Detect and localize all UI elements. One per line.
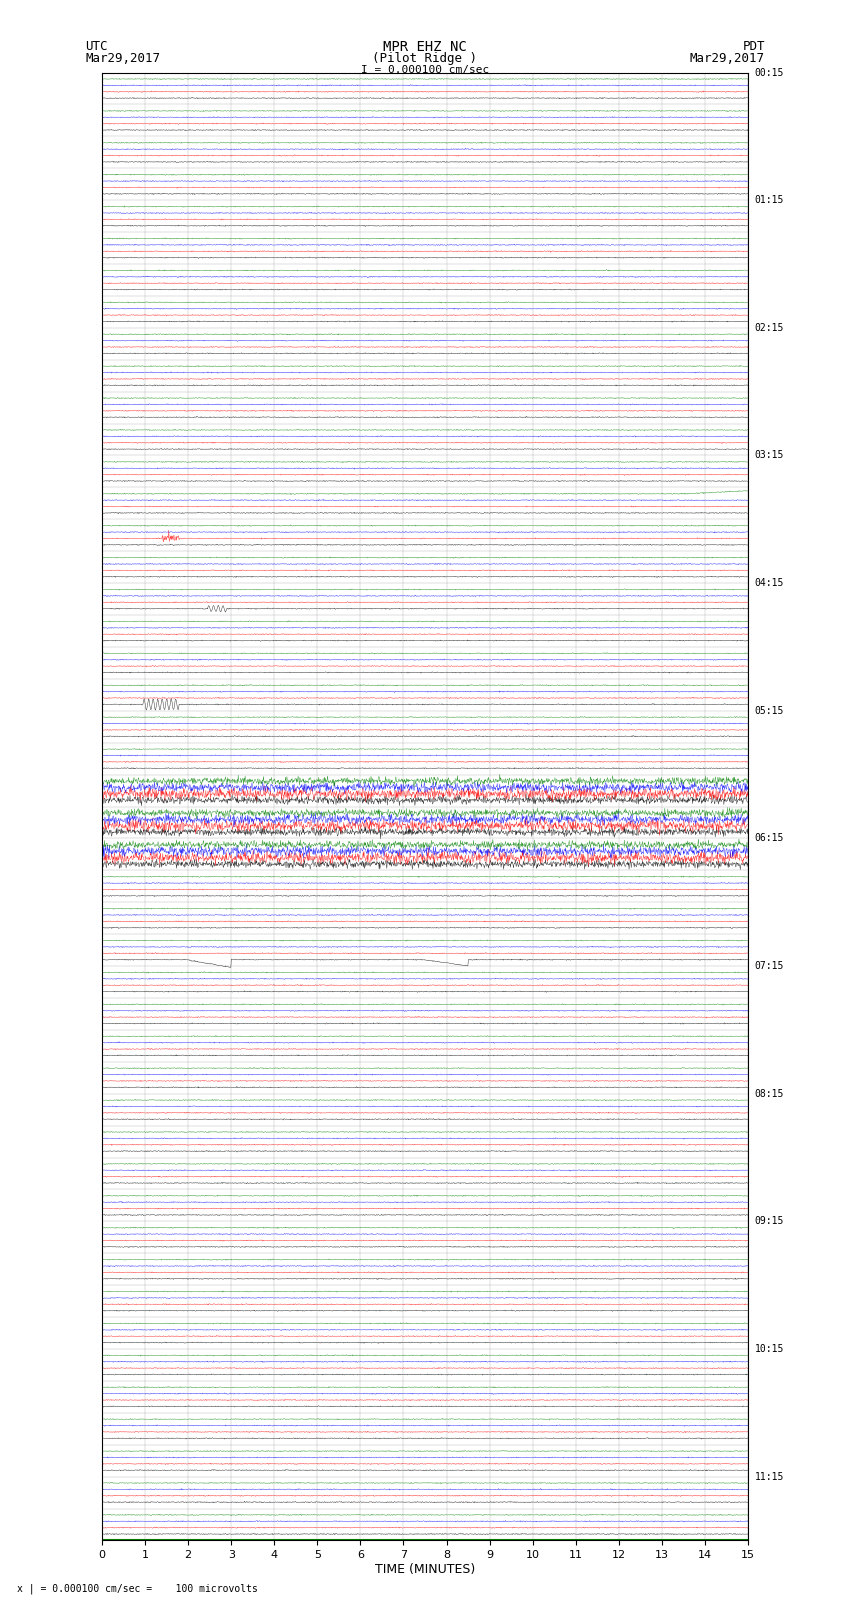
Text: 07:15: 07:15 xyxy=(755,961,784,971)
Text: MPR EHZ NC: MPR EHZ NC xyxy=(383,40,467,55)
X-axis label: TIME (MINUTES): TIME (MINUTES) xyxy=(375,1563,475,1576)
Text: PDT: PDT xyxy=(743,40,765,53)
Text: (Pilot Ridge ): (Pilot Ridge ) xyxy=(372,52,478,65)
Text: 10:15: 10:15 xyxy=(755,1344,784,1353)
Text: 11:15: 11:15 xyxy=(755,1471,784,1482)
Text: I = 0.000100 cm/sec: I = 0.000100 cm/sec xyxy=(361,65,489,74)
Text: Mar29,2017: Mar29,2017 xyxy=(690,52,765,65)
Text: 08:15: 08:15 xyxy=(755,1089,784,1098)
Text: 01:15: 01:15 xyxy=(755,195,784,205)
Text: 02:15: 02:15 xyxy=(755,323,784,332)
Text: 05:15: 05:15 xyxy=(755,706,784,716)
Text: 03:15: 03:15 xyxy=(755,450,784,460)
Text: Mar29,2017: Mar29,2017 xyxy=(85,52,160,65)
Text: UTC: UTC xyxy=(85,40,107,53)
Text: x | = 0.000100 cm/sec =    100 microvolts: x | = 0.000100 cm/sec = 100 microvolts xyxy=(17,1582,258,1594)
Text: 04:15: 04:15 xyxy=(755,577,784,589)
Text: 06:15: 06:15 xyxy=(755,834,784,844)
Text: 09:15: 09:15 xyxy=(755,1216,784,1226)
Text: 00:15: 00:15 xyxy=(755,68,784,77)
